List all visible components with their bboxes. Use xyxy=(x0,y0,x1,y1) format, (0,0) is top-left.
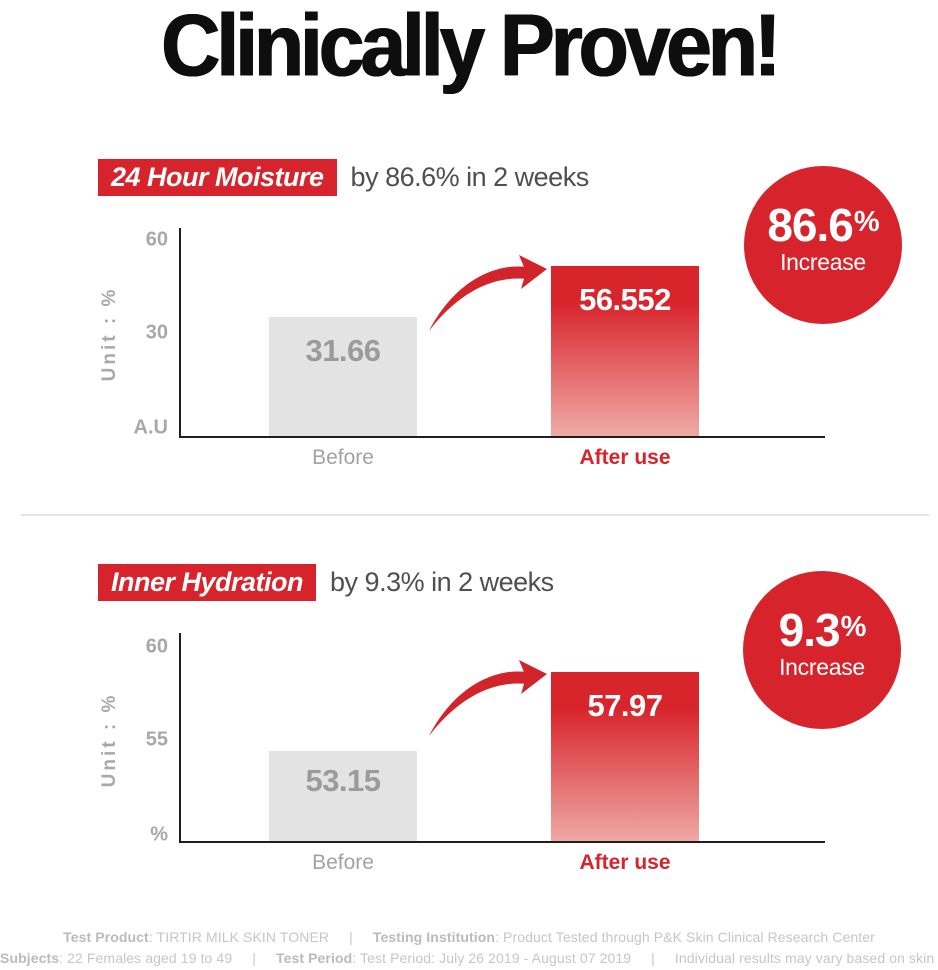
x-axis-line xyxy=(179,841,825,843)
after-category-label: After use xyxy=(579,446,671,469)
before-value-label: 31.66 xyxy=(305,333,381,368)
x-axis-line xyxy=(179,436,825,438)
section-divider xyxy=(21,514,929,516)
increase-label: Increase xyxy=(779,654,865,680)
footer-separator: | xyxy=(651,950,655,966)
y-axis-tick: 30 xyxy=(145,321,168,344)
percent-sign: % xyxy=(840,611,867,643)
footer-value: : Product Tested through P&K Skin Clinic… xyxy=(495,929,875,945)
y-axis-tick: 60 xyxy=(145,228,168,251)
chart-badge: 24 Hour Moisture xyxy=(98,159,337,196)
footer-line-subjects-period: Subjects: 22 Females aged 19 to 49 | Test … xyxy=(0,950,938,966)
chart-badge: Inner Hydration xyxy=(98,564,317,601)
footer-separator: | xyxy=(252,950,256,966)
chart-header: 24 Hour Moisture by 86.6% in 2 weeks xyxy=(98,159,589,196)
footer-line-test-info: Test Product: TIRTIR MILK SKIN TONER | Tes… xyxy=(0,929,938,945)
after-value-label: 56.552 xyxy=(579,282,671,317)
footer-note: Individual results may vary based on ski… xyxy=(674,950,938,966)
after-use-bar: 57.97 xyxy=(551,672,699,841)
page-title: Clinically Proven! xyxy=(160,0,781,95)
footer-separator: | xyxy=(349,929,353,945)
y-axis-tick: % xyxy=(150,823,168,846)
increase-value: 86.6 xyxy=(767,199,854,251)
footer-label: Test Product xyxy=(63,929,149,945)
increase-arrow-icon xyxy=(429,660,547,736)
increase-percentage: 9.3% xyxy=(743,607,901,653)
y-axis-tick: 55 xyxy=(145,728,168,751)
y-axis-unit-label: Unit : % xyxy=(99,692,120,788)
after-use-bar: 56.552 xyxy=(551,266,699,436)
after-category-label: After use xyxy=(579,851,671,874)
percent-sign: % xyxy=(853,206,880,238)
y-axis-line xyxy=(179,633,181,843)
y-axis-tick: A.U xyxy=(133,416,168,439)
footer-label: Test Period xyxy=(275,950,353,966)
y-axis-line xyxy=(179,228,181,438)
before-category-label: Before xyxy=(312,851,374,874)
footer-value: : Test Period: July 26 2019 - August 07 … xyxy=(352,950,632,966)
before-bar: 31.66 xyxy=(269,317,417,436)
increase-percentage-badge: 86.6% Increase xyxy=(744,166,902,324)
footer-label: Testing Institution xyxy=(372,929,496,945)
increase-arrow-icon xyxy=(429,255,547,331)
footer-value: : TIRTIR MILK SKIN TONER xyxy=(148,929,330,945)
before-category-label: Before xyxy=(312,446,374,469)
chart-subtitle: by 86.6% in 2 weeks xyxy=(350,162,590,192)
after-value-label: 57.97 xyxy=(587,688,663,723)
before-value-label: 53.15 xyxy=(305,763,381,798)
y-axis-unit-label: Unit : % xyxy=(99,286,120,382)
before-bar: 53.15 xyxy=(269,751,417,841)
y-axis-tick: 60 xyxy=(145,635,168,658)
increase-label: Increase xyxy=(780,249,866,275)
chart-header: Inner Hydration by 9.3% in 2 weeks xyxy=(98,564,554,601)
footer-value: : 22 Females aged 19 to 49 xyxy=(59,950,233,966)
increase-percentage-badge: 9.3% Increase xyxy=(743,571,901,729)
chart-subtitle: by 9.3% in 2 weeks xyxy=(330,567,554,597)
increase-value: 9.3 xyxy=(778,604,841,656)
increase-percentage: 86.6% xyxy=(744,202,902,248)
footer-label: Subjects xyxy=(0,950,60,966)
